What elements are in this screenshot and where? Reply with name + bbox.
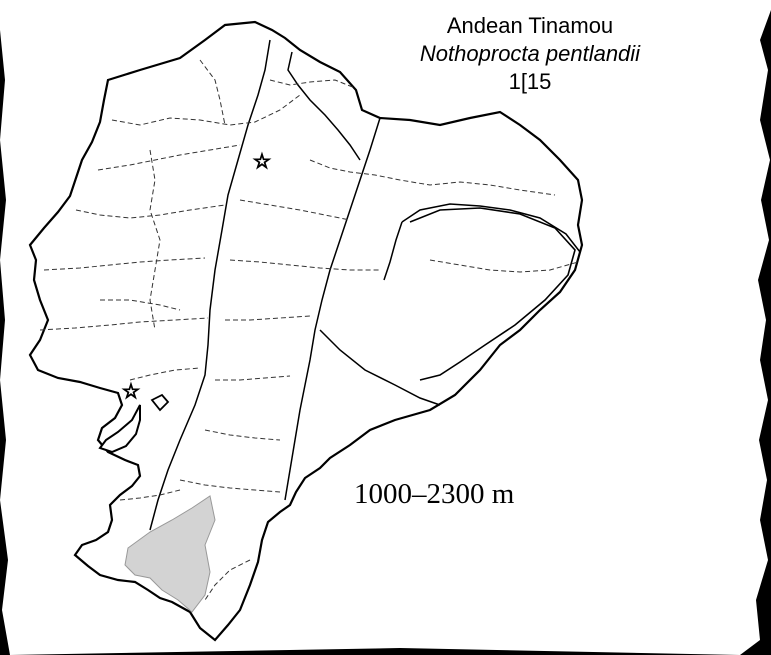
elevation-range: 1000–2300 m [354,478,515,510]
country-outline [28,20,584,642]
island [150,393,170,412]
capital-star-icon: ☆ [253,149,271,173]
scientific-name: Nothoprocta pentlandii [419,41,641,66]
port-star-icon: ☆ [122,379,140,403]
species-range [124,495,216,613]
oriente-region [409,207,576,381]
gulf-inlet [98,404,141,454]
plate-number: 1[15 [508,69,552,94]
province-boundaries [39,59,579,601]
common-name: Andean Tinamou [446,13,614,38]
solid-boundaries [149,39,581,531]
species-title: Andean Tinamou Nothoprocta pentlandii 1[… [420,12,640,96]
